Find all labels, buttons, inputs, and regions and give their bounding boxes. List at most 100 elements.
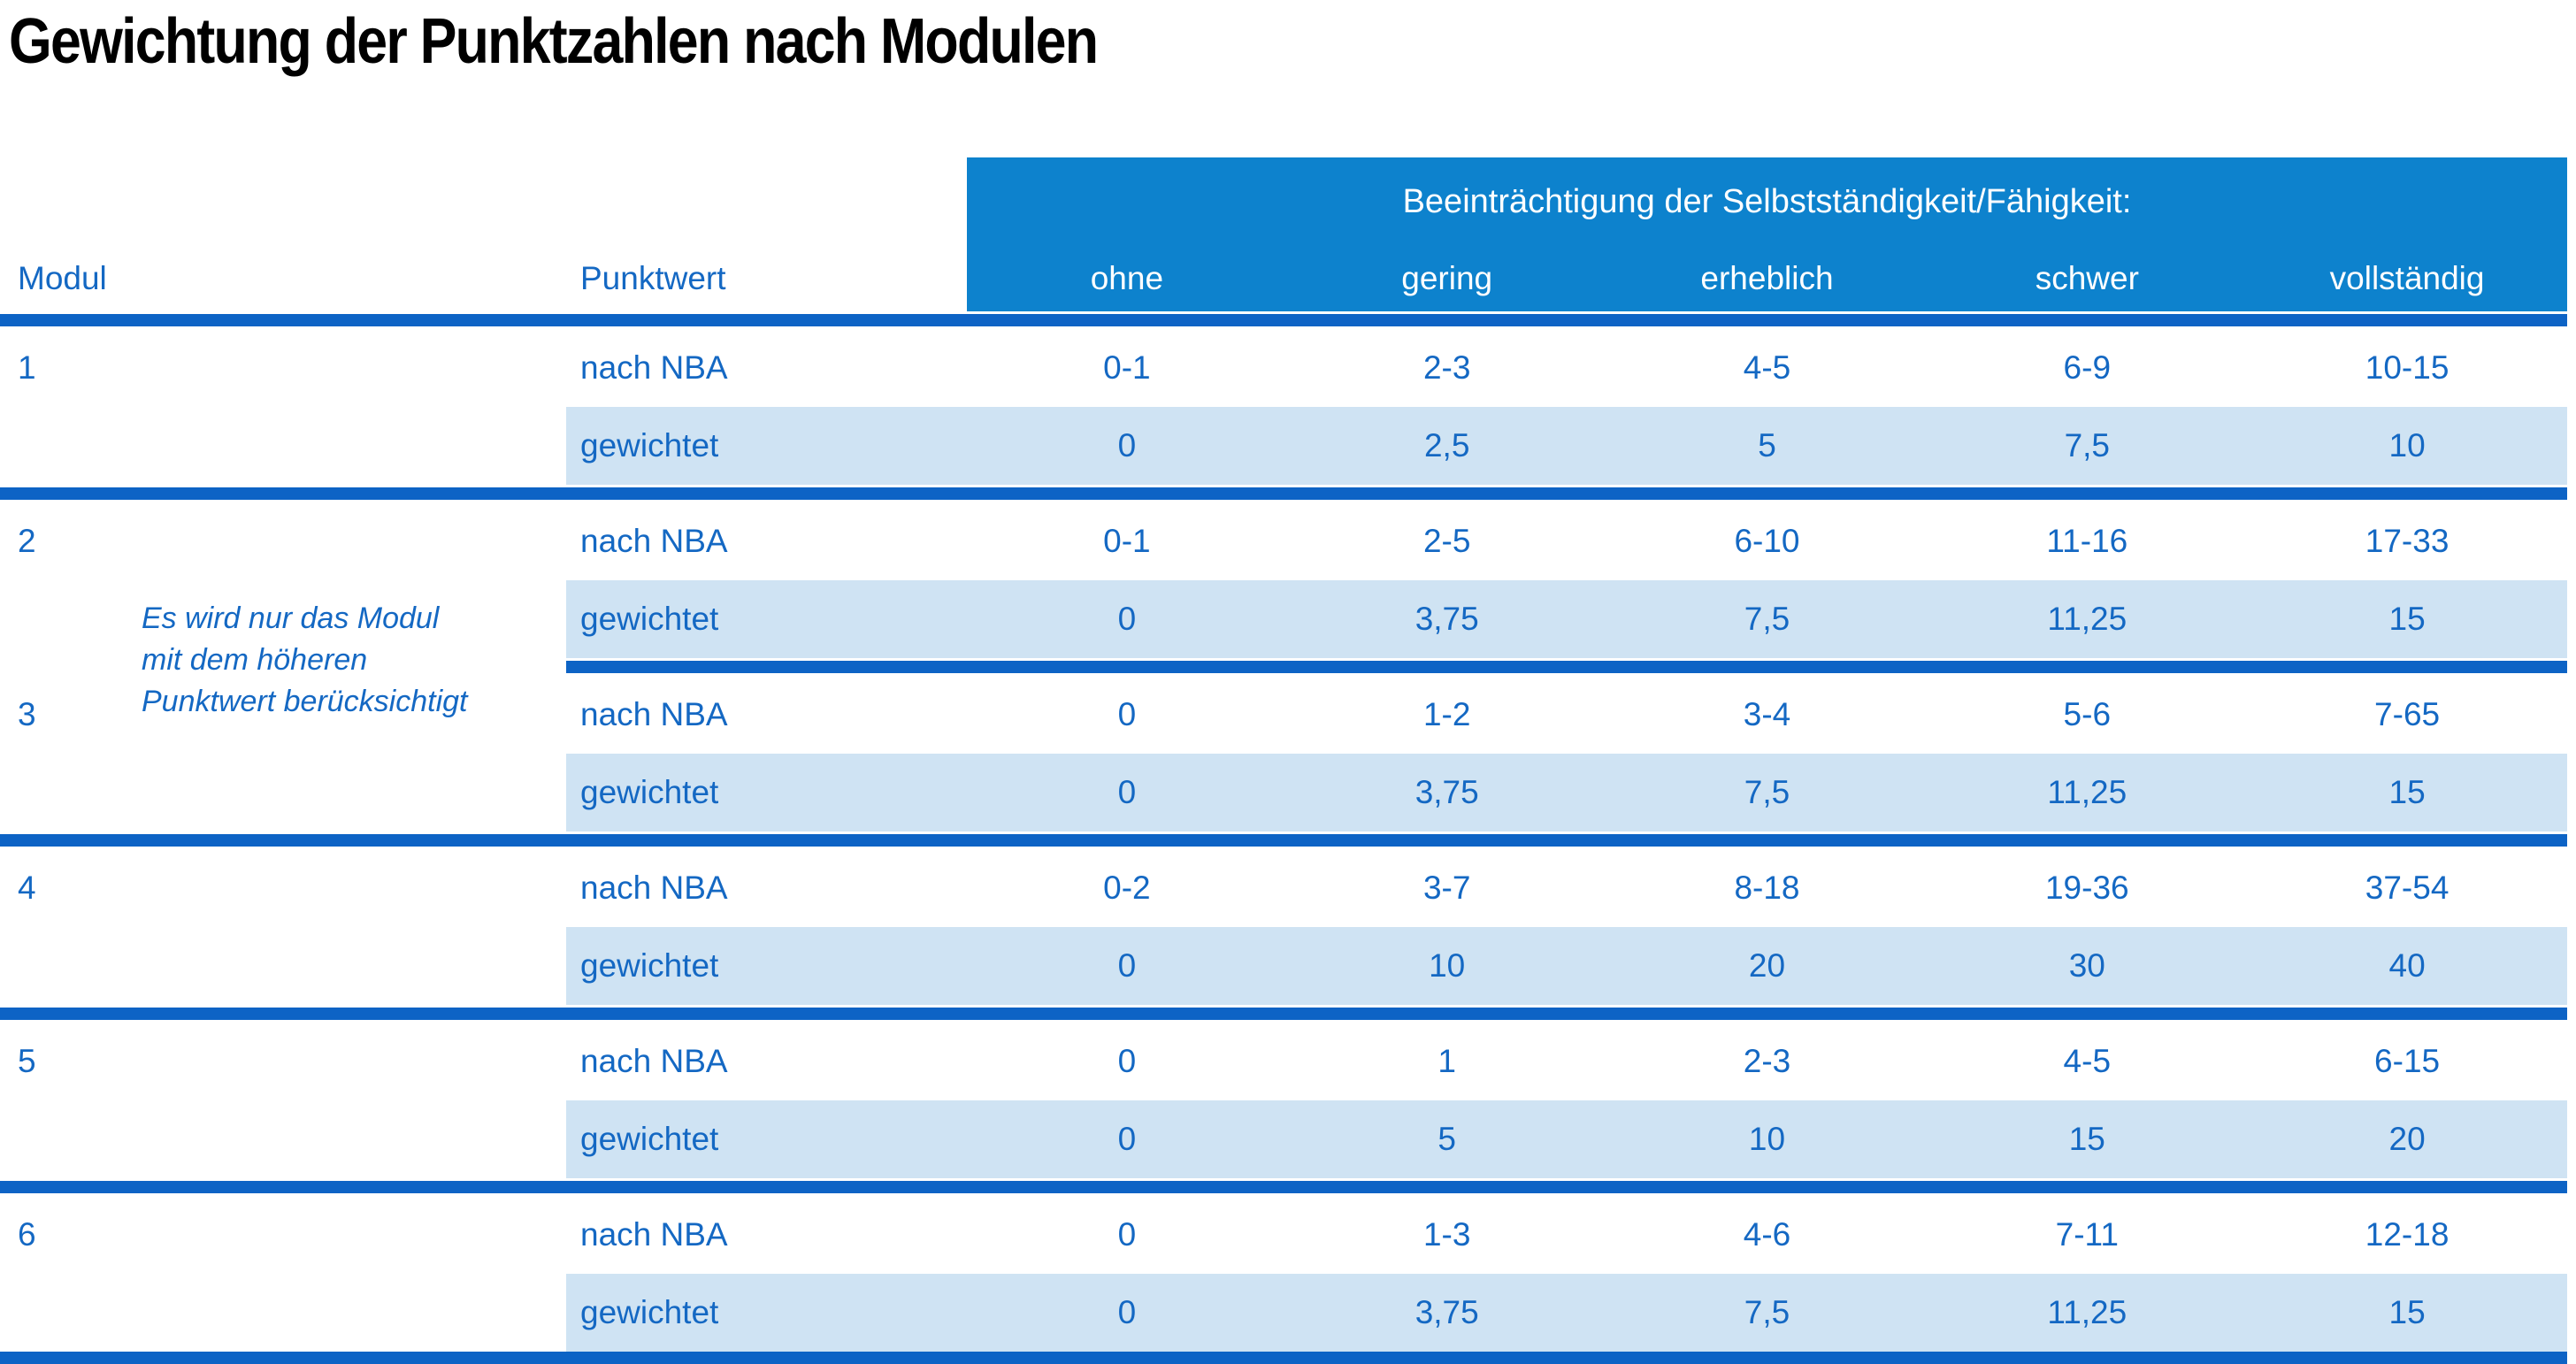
score-cell: 10 — [1606, 1100, 1928, 1178]
module-divider-partial — [0, 658, 2567, 676]
row-type-label: nach NBA — [580, 1043, 728, 1079]
module-divider — [0, 311, 2567, 329]
score-cell: 7,5 — [1606, 580, 1928, 658]
score-cell: 4-5 — [2063, 1043, 2112, 1079]
note-line: Punktwert berücksichtigt — [142, 685, 468, 718]
score-cell: 11,25 — [1927, 1274, 2248, 1352]
row-type-label: gewichtet — [566, 1100, 967, 1178]
score-cell: 7-65 — [2374, 696, 2441, 732]
severity-label-ohne: ohne — [1090, 260, 1164, 296]
score-cell: 15 — [1927, 1100, 2248, 1178]
score-cell: 20 — [2247, 1100, 2567, 1178]
module-divider — [0, 485, 2567, 502]
table-row-module6-weighted: gewichtet 0 3,75 7,5 11,25 15 — [0, 1274, 2567, 1352]
score-cell: 7,5 — [1927, 407, 2248, 485]
score-cell: 10 — [1286, 927, 1607, 1005]
score-cell: 0 — [1117, 1043, 1137, 1079]
score-cell: 5-6 — [2063, 696, 2112, 732]
table-row-module5-nba: 5 nach NBA 0 1 2-3 4-5 6-15 — [0, 1023, 2567, 1100]
score-cell: 8-18 — [1734, 870, 1800, 906]
score-cell: 17-33 — [2365, 523, 2450, 559]
score-cell: 37-54 — [2365, 870, 2450, 906]
score-cell: 19-36 — [2044, 870, 2129, 906]
score-cell: 11,25 — [1927, 754, 2248, 831]
score-cell: 3-4 — [1743, 696, 1791, 732]
severity-label-vollstaendig: vollständig — [2329, 260, 2485, 296]
module-number: 6 — [18, 1216, 36, 1253]
note-line: mit dem höheren — [142, 643, 368, 677]
note-line: Es wird nur das Modul — [142, 602, 440, 635]
score-cell: 10-15 — [2365, 349, 2450, 386]
score-cell: 4-5 — [1743, 349, 1791, 386]
score-cell: 5 — [1606, 407, 1928, 485]
table-row-module2-nba: 2 nach NBA 0-1 2-5 6-10 11-16 17-33 — [0, 502, 2567, 580]
score-cell: 3,75 — [1286, 580, 1607, 658]
module-number: 5 — [18, 1043, 36, 1079]
column-header-modul: Modul — [18, 260, 107, 296]
score-cell: 2-3 — [1743, 1043, 1791, 1079]
severity-label-gering: gering — [1401, 260, 1493, 296]
module-number: 4 — [18, 870, 36, 906]
score-cell: 1-3 — [1422, 1216, 1471, 1253]
score-cell: 7,5 — [1606, 1274, 1928, 1352]
table-bottom-border — [0, 1352, 2567, 1364]
row-type-label: nach NBA — [580, 523, 728, 559]
score-cell: 0-1 — [1103, 349, 1151, 386]
score-cell: 0 — [967, 927, 1287, 1005]
score-cell: 6-10 — [1734, 523, 1800, 559]
score-cell: 2-3 — [1422, 349, 1471, 386]
score-cell: 11,25 — [1927, 580, 2248, 658]
row-type-label: nach NBA — [580, 870, 728, 906]
row-type-label: gewichtet — [566, 580, 967, 658]
score-cell: 5 — [1286, 1100, 1607, 1178]
row-type-label: nach NBA — [580, 696, 728, 732]
score-cell: 0 — [967, 580, 1287, 658]
module-number: 2 — [18, 523, 36, 559]
table-row-module5-weighted: gewichtet 0 5 10 15 20 — [0, 1100, 2567, 1178]
weighting-table: Modul Punktwert Beeinträchtigung der Sel… — [0, 157, 2567, 1364]
score-cell: 0 — [967, 1274, 1287, 1352]
severity-group-header: Beeinträchtigung der Selbstständigkeit/F… — [1402, 182, 2132, 220]
score-cell: 11-16 — [2046, 523, 2128, 559]
table-row-module3-weighted: gewichtet 0 3,75 7,5 11,25 15 — [0, 754, 2567, 831]
table-row-module2-weighted: gewichtet 0 3,75 7,5 11,25 15 — [0, 580, 2567, 658]
row-type-label: gewichtet — [566, 407, 967, 485]
score-cell: 0-2 — [1103, 870, 1151, 906]
row-type-label: gewichtet — [566, 927, 967, 1005]
severity-labels-row: ohne gering erheblich schwer vollständig — [967, 246, 2567, 311]
score-cell: 3,75 — [1286, 754, 1607, 831]
score-cell: 15 — [2247, 754, 2567, 831]
page-title: Gewichtung der Punktzahlen nach Modulen — [9, 6, 1099, 77]
score-cell: 0 — [967, 1100, 1287, 1178]
row-type-label: nach NBA — [580, 1216, 728, 1253]
table-row-module1-nba: 1 nach NBA 0-1 2-3 4-5 6-9 10-15 — [0, 329, 2567, 407]
module-divider — [0, 1005, 2567, 1023]
score-cell: 2-5 — [1422, 523, 1471, 559]
score-cell: 7-11 — [2055, 1216, 2119, 1253]
score-cell: 0 — [967, 407, 1287, 485]
table-row-module4-weighted: gewichtet 0 10 20 30 40 — [0, 927, 2567, 1005]
score-cell: 3,75 — [1286, 1274, 1607, 1352]
module-number-empty — [0, 1274, 566, 1352]
score-cell: 30 — [1927, 927, 2248, 1005]
severity-label-schwer: schwer — [2035, 260, 2139, 296]
module-number-empty — [0, 754, 566, 831]
severity-label-erheblich: erheblich — [1700, 260, 1834, 296]
module-number-empty — [0, 1100, 566, 1178]
score-cell: 2,5 — [1286, 407, 1607, 485]
module-number-empty — [0, 927, 566, 1005]
score-cell: 0-1 — [1103, 523, 1151, 559]
score-cell: 4-6 — [1743, 1216, 1791, 1253]
score-cell: 10 — [2247, 407, 2567, 485]
table-row-module1-weighted: gewichtet 0 2,5 5 7,5 10 — [0, 407, 2567, 485]
score-cell: 0 — [967, 754, 1287, 831]
note: Es wird nur das Modul mit dem höheren Pu… — [142, 598, 602, 723]
row-type-label: gewichtet — [566, 1274, 967, 1352]
module-number: 3 — [18, 696, 36, 732]
score-cell: 1-2 — [1422, 696, 1471, 732]
score-cell: 6-15 — [2374, 1043, 2441, 1079]
severity-header-band: Beeinträchtigung der Selbstständigkeit/F… — [967, 157, 2567, 311]
score-cell: 1 — [1438, 1043, 1456, 1079]
table-row-module3-nba: 3 nach NBA 0 1-2 3-4 5-6 7-65 — [0, 676, 2567, 754]
score-cell: 15 — [2247, 580, 2567, 658]
